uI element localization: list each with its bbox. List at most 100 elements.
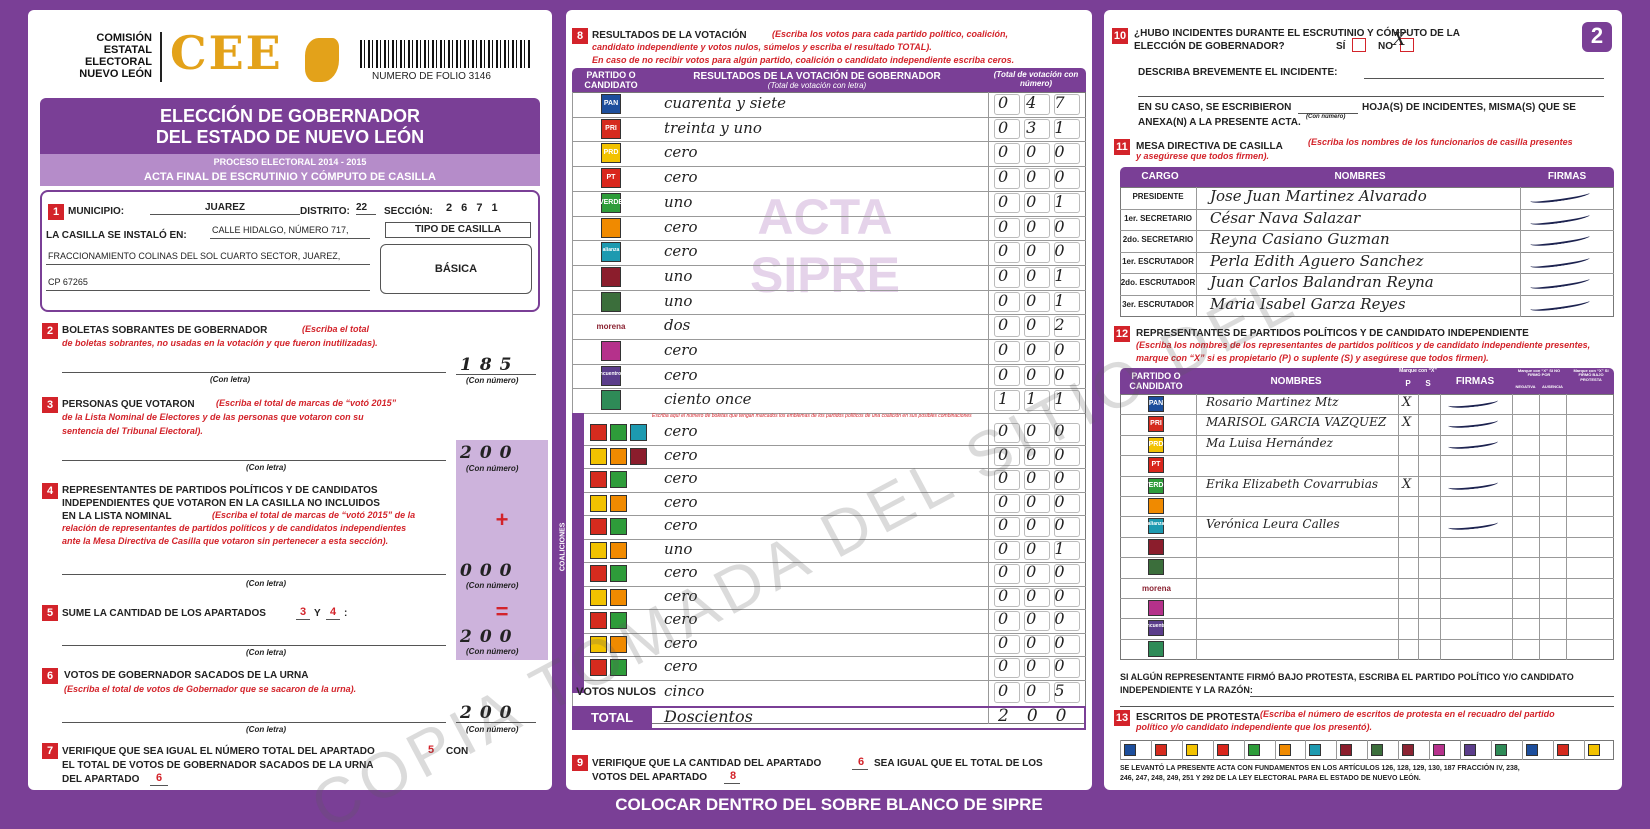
number-cell [994, 94, 1020, 115]
number-cell [1054, 242, 1080, 263]
number-cell [994, 143, 1020, 165]
coalition-logo [610, 635, 627, 653]
rule-line [1120, 295, 1614, 296]
cargo: 3er. ESCRUTADOR [1122, 300, 1194, 309]
vote-number: 000 [998, 491, 1083, 511]
rule-line [1120, 638, 1614, 640]
coalition-logo [590, 565, 607, 583]
party-logo-text: encuentro social [1144, 623, 1184, 630]
rule-line [1212, 740, 1214, 760]
section-title: MESA DIRECTIVA DE CASILLA [1136, 141, 1283, 152]
party-logo: morena [1142, 583, 1171, 593]
section-note: marque con “X” si es propietario (P) o s… [1136, 353, 1489, 363]
handwritten: 6 [156, 772, 163, 784]
vote-number: 000 [998, 562, 1083, 582]
vote-letter: cero [664, 516, 698, 535]
number-cell [1024, 587, 1050, 608]
vote-number: 001 [998, 191, 1083, 211]
protest-logo [1154, 744, 1167, 756]
section-number: 12 [1114, 326, 1130, 342]
rule-line [572, 116, 1086, 118]
official-name: Perla Edith Aguero Sanchez [1210, 251, 1424, 270]
protest-logo [1278, 744, 1291, 756]
handwritten: 200 [460, 443, 520, 463]
protest-logo [1247, 744, 1260, 756]
coalition-logo [590, 541, 607, 559]
cargo: 1er. ESCRUTADOR [1122, 256, 1194, 266]
coalition-band [572, 413, 584, 694]
section-number: 5 [42, 605, 58, 621]
party-logo [601, 168, 621, 189]
party-logo [1148, 416, 1164, 433]
section-title: ¿HUBO INCIDENTES DURANTE EL ESCRUTINIO Y… [1134, 28, 1460, 39]
title-band [40, 154, 540, 186]
section-title: SI ALGÚN REPRESENTANTE FIRMÓ BAJO PROTES… [1120, 672, 1574, 682]
party-logo [1148, 477, 1164, 494]
rule-line [1512, 394, 1513, 660]
header-cell: Marque con “X” [1399, 368, 1437, 374]
official-name: Reyna Casiano Guzman [1210, 230, 1390, 249]
handwritten: 6 [858, 756, 865, 768]
vote-number: 047 [998, 93, 1083, 112]
handwritten: X [1402, 395, 1412, 410]
total-row [572, 705, 1086, 730]
section-title: BOLETAS SOBRANTES DE GOBERNADOR [62, 325, 268, 336]
number-cell [1024, 143, 1050, 165]
section-title: REPRESENTANTES DE PARTIDOS POLÍTICOS Y D… [1136, 328, 1529, 339]
label: MUNICIPIO: [68, 206, 125, 217]
section-note: (Escriba el total de votos de Gobernador… [64, 684, 357, 694]
header-cell: FIRMAS [1455, 376, 1495, 387]
reps-header [1120, 368, 1614, 394]
party-logo-text: PT [1151, 461, 1161, 469]
rule-line [1181, 740, 1183, 760]
protest-logo [1371, 744, 1384, 756]
vote-letter: cero [664, 586, 698, 605]
coalition-logo [590, 635, 607, 653]
party-logo [601, 341, 621, 361]
cargo: PRESIDENTE [1132, 192, 1184, 201]
rule-line [1120, 273, 1614, 275]
vote-number: 000 [998, 609, 1083, 629]
number-cell [1054, 192, 1080, 214]
rule-line [584, 609, 1086, 611]
vote-number: 001 [998, 290, 1083, 310]
watermark-text: ACTA [757, 189, 893, 245]
letter-label: (Con letra) [246, 725, 286, 734]
coalition-logo [590, 612, 607, 630]
number-cell [1054, 365, 1080, 387]
number-label: (Con número) [466, 725, 519, 734]
results-header [572, 68, 1086, 92]
protest-logo [1463, 744, 1476, 756]
section-title: DESCRIBA BREVEMENTE EL INCIDENTE: [1138, 67, 1338, 78]
number-cell [1054, 517, 1080, 537]
protest-logo [1340, 744, 1353, 756]
number-cell [1024, 564, 1050, 584]
party-logo [1148, 396, 1164, 412]
number-cell [1024, 242, 1050, 263]
number-cell [1024, 540, 1050, 561]
party-logo-text: PT [606, 174, 616, 182]
coalition-logo [610, 612, 627, 630]
rule-line [1120, 706, 1614, 707]
vote-number: 000 [998, 444, 1083, 464]
total-label-box [572, 705, 652, 730]
handwritten: 3 [300, 606, 307, 618]
vote-number: 000 [998, 585, 1083, 605]
header-cell: (Total de votación con número) [993, 70, 1079, 88]
letter-label: (Con letra) [246, 579, 286, 588]
number-cell [994, 470, 1020, 490]
handwritten: 4 [330, 606, 337, 618]
rule-line [1298, 113, 1358, 114]
folio: NUMERO DE FOLIO 3146 [372, 71, 491, 82]
party-logo-text: PAN [603, 100, 619, 107]
representative-name: Erika Elizabeth Covarrubias [1206, 476, 1379, 491]
section-title: VOTOS DE GOBERNADOR SACADOS DE LA URNA [64, 670, 309, 681]
vote-letter: cero [664, 633, 698, 652]
rule-line [1429, 740, 1430, 760]
rule-line [584, 679, 1086, 681]
header-cell: Marque con “X” SI NO FIRMÓ POR [1517, 368, 1561, 378]
rule-line [62, 460, 446, 461]
rule-line [62, 722, 446, 723]
vote-letter: cero [664, 242, 698, 261]
